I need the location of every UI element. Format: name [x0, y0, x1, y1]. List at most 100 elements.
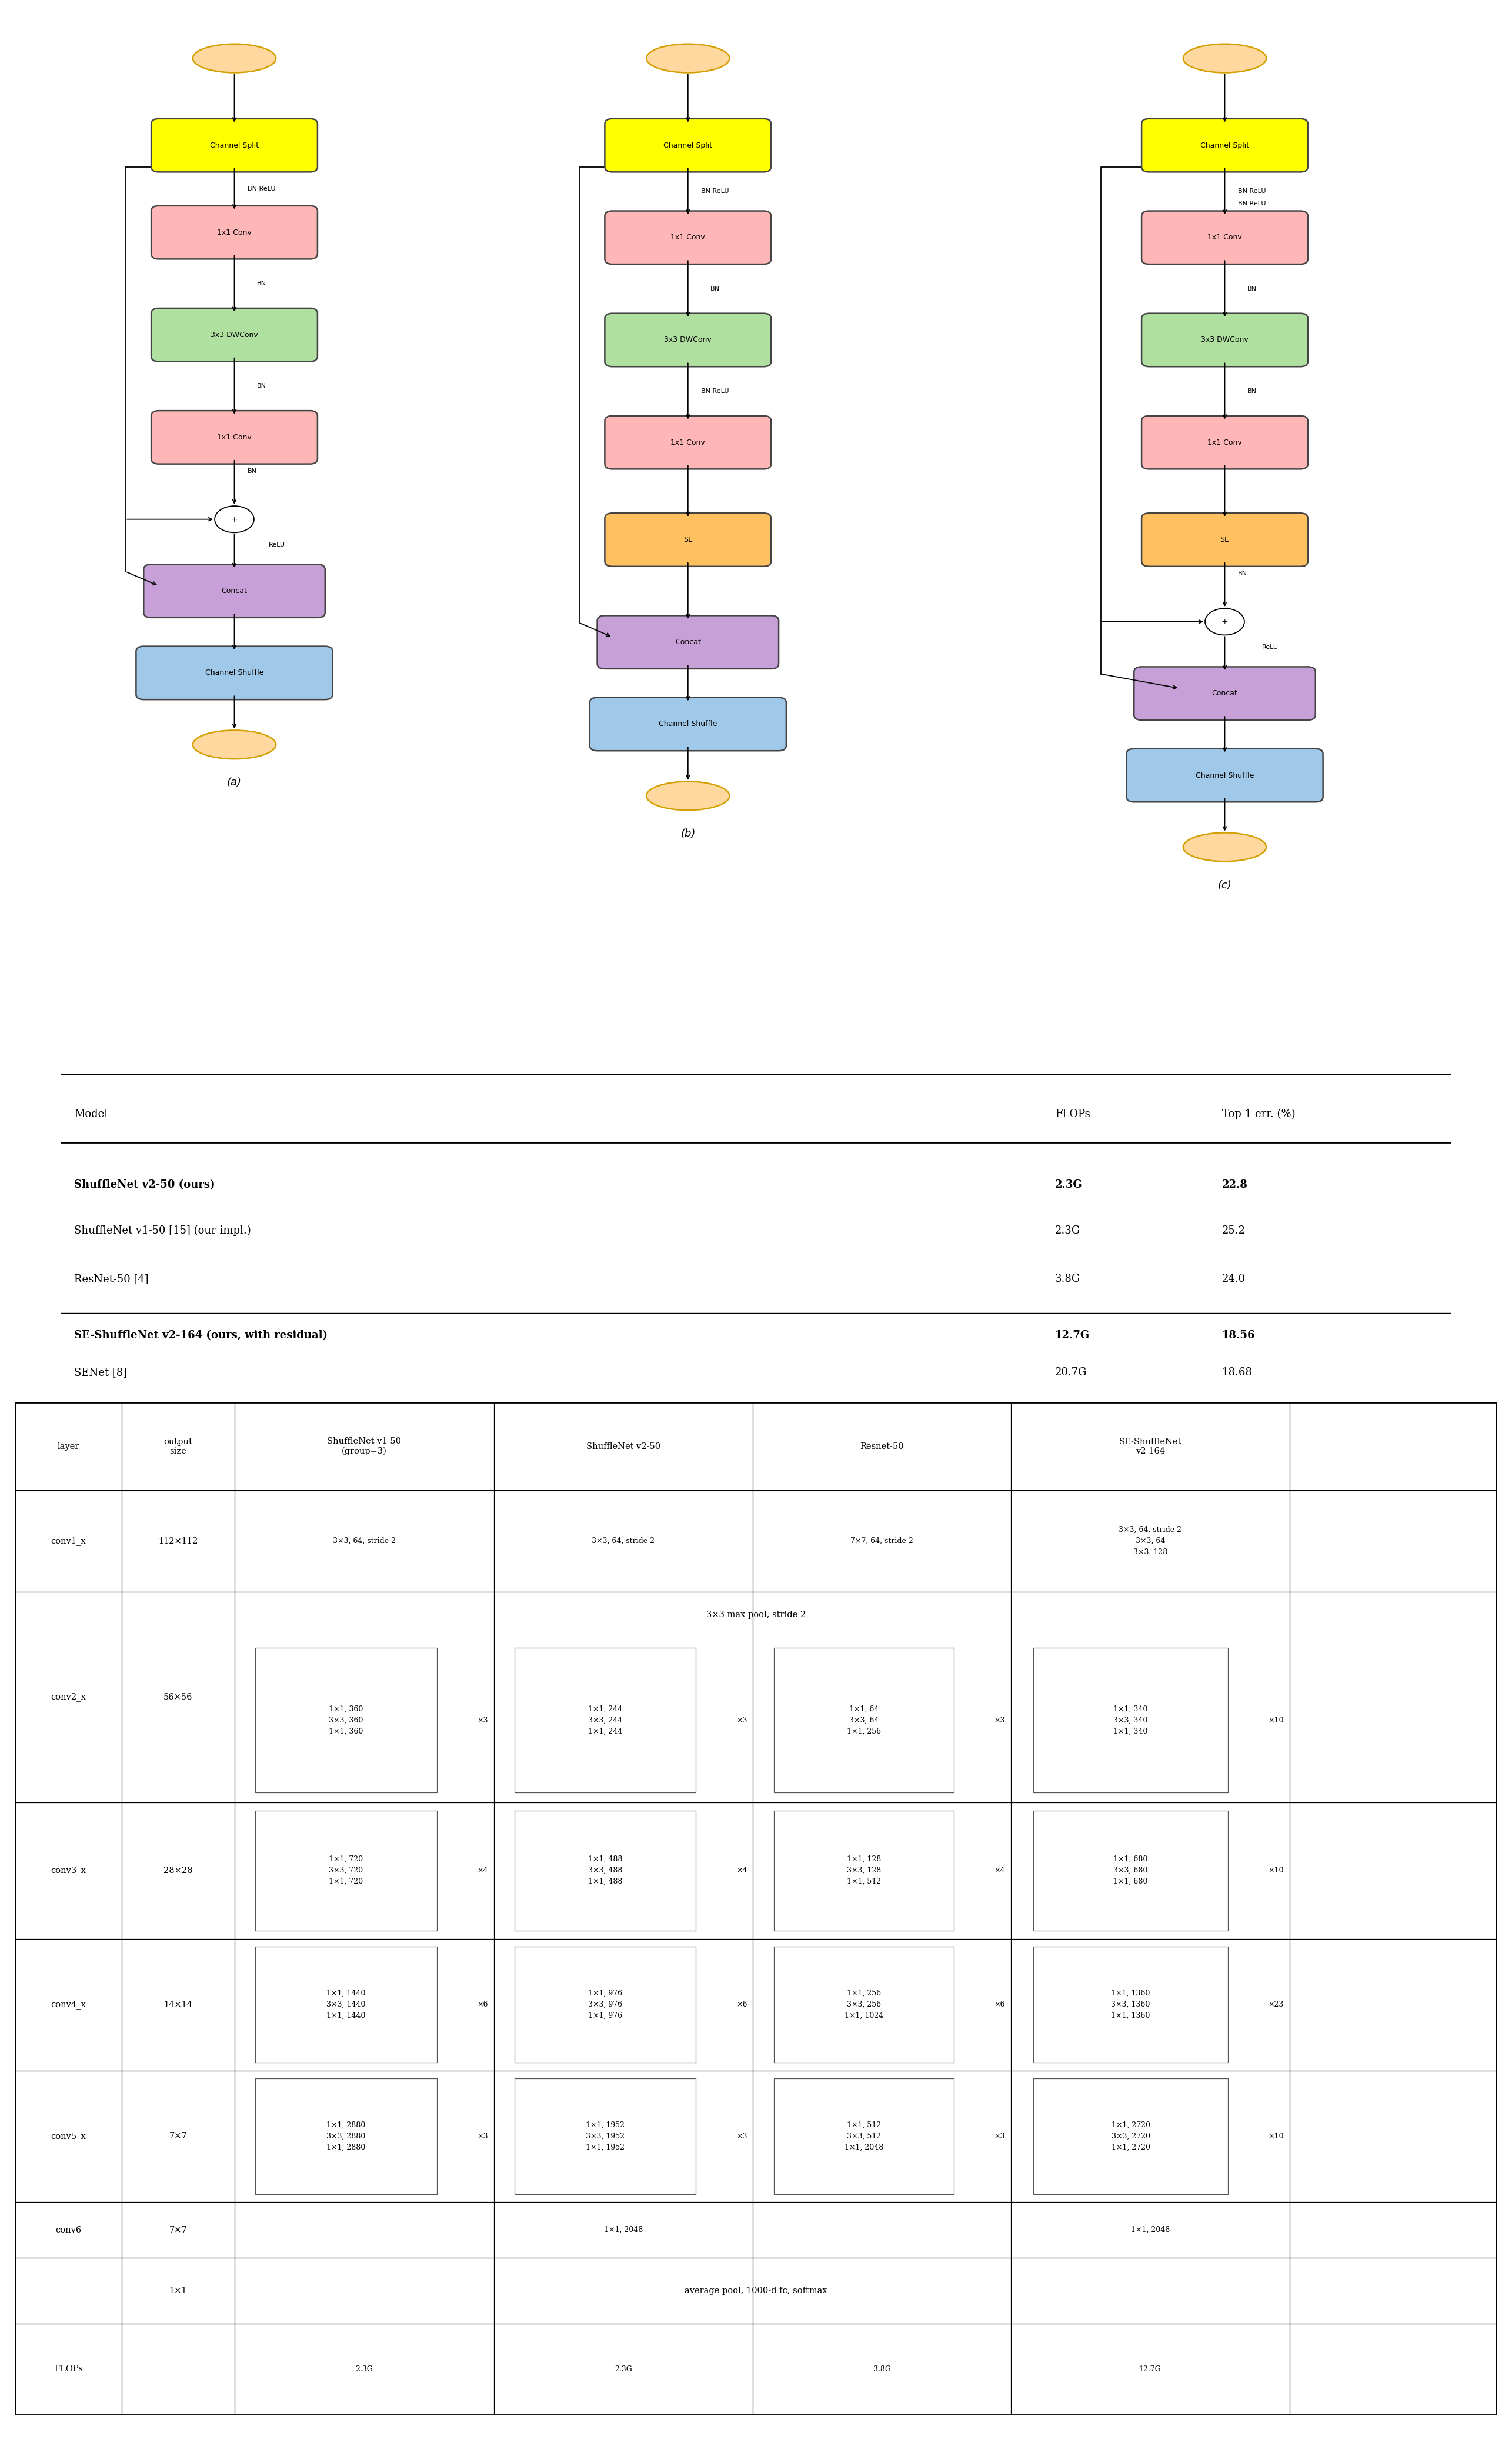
Text: 56×56: 56×56 [163, 1693, 192, 1700]
Text: 1×1: 1×1 [169, 2285, 187, 2295]
Text: 1x1 Conv: 1x1 Conv [218, 229, 251, 237]
Text: ×3: ×3 [993, 1717, 1005, 1724]
Text: Top-1 err. (%): Top-1 err. (%) [1222, 1110, 1296, 1120]
Text: ShuffleNet v2-50 (ours): ShuffleNet v2-50 (ours) [74, 1180, 215, 1190]
FancyBboxPatch shape [597, 615, 779, 668]
Text: 1x1 Conv: 1x1 Conv [218, 434, 251, 441]
Text: +: + [231, 515, 237, 524]
FancyBboxPatch shape [1142, 415, 1308, 468]
Text: 3x3 DWConv: 3x3 DWConv [210, 332, 259, 339]
Text: SE: SE [683, 537, 692, 544]
Text: FLOPs: FLOPs [54, 2366, 83, 2373]
Text: ×6: ×6 [736, 2000, 747, 2007]
FancyBboxPatch shape [1134, 666, 1315, 720]
Text: 7×7, 64, stride 2: 7×7, 64, stride 2 [851, 1537, 913, 1544]
Text: Channel Split: Channel Split [1201, 141, 1249, 149]
FancyBboxPatch shape [1142, 512, 1308, 566]
Text: ResNet-50 [4]: ResNet-50 [4] [74, 1273, 148, 1283]
Text: conv1_x: conv1_x [51, 1537, 86, 1546]
Text: Concat: Concat [674, 639, 702, 646]
Text: BN: BN [257, 383, 266, 390]
Text: Resnet-50: Resnet-50 [860, 1441, 904, 1451]
Text: Model: Model [74, 1110, 107, 1120]
Text: 7×7: 7×7 [169, 2132, 187, 2141]
Text: SE: SE [1220, 537, 1229, 544]
Text: 1×1, 256
3×3, 256
1×1, 1024: 1×1, 256 3×3, 256 1×1, 1024 [844, 1990, 883, 2019]
Text: -: - [363, 2227, 366, 2234]
Text: 20.7G: 20.7G [1055, 1368, 1087, 1378]
Text: 1×1, 2048: 1×1, 2048 [1131, 2227, 1170, 2234]
Text: Channel Split: Channel Split [210, 141, 259, 149]
Text: conv6: conv6 [56, 2227, 82, 2234]
Text: 3x3 DWConv: 3x3 DWConv [1201, 337, 1249, 344]
Circle shape [1205, 607, 1244, 634]
Text: BN ReLU: BN ReLU [1238, 200, 1266, 207]
Text: ReLU: ReLU [269, 541, 284, 549]
Text: ×4: ×4 [736, 1866, 747, 1876]
Text: 1×1, 2880
3×3, 2880
1×1, 2880: 1×1, 2880 3×3, 2880 1×1, 2880 [327, 2122, 366, 2151]
Text: ReLU: ReLU [1263, 644, 1278, 651]
Text: conv2_x: conv2_x [51, 1693, 86, 1702]
Text: 1×1, 720
3×3, 720
1×1, 720: 1×1, 720 3×3, 720 1×1, 720 [328, 1856, 363, 1885]
Text: 7×7: 7×7 [169, 2227, 187, 2234]
Text: 3x3 DWConv: 3x3 DWConv [664, 337, 712, 344]
Text: 2.3G: 2.3G [615, 2366, 632, 2373]
Text: 2.3G: 2.3G [355, 2366, 373, 2373]
Text: 3×3, 64, stride 2
3×3, 64
3×3, 128: 3×3, 64, stride 2 3×3, 64 3×3, 128 [1119, 1527, 1181, 1556]
Text: BN ReLU: BN ReLU [248, 185, 275, 193]
Text: SE-ShuffleNet v2-164 (ours, with residual): SE-ShuffleNet v2-164 (ours, with residua… [74, 1329, 328, 1341]
Text: layer: layer [57, 1441, 80, 1451]
Text: Channel Split: Channel Split [664, 141, 712, 149]
Text: 1×1, 1360
3×3, 1360
1×1, 1360: 1×1, 1360 3×3, 1360 1×1, 1360 [1111, 1990, 1151, 2019]
Text: 3×3, 64, stride 2: 3×3, 64, stride 2 [333, 1537, 396, 1544]
Text: 3.8G: 3.8G [872, 2366, 891, 2373]
FancyBboxPatch shape [1142, 210, 1308, 263]
FancyBboxPatch shape [144, 563, 325, 617]
Text: BN ReLU: BN ReLU [702, 188, 729, 195]
Text: 14×14: 14×14 [163, 2000, 192, 2010]
Text: 12.7G: 12.7G [1055, 1329, 1090, 1341]
Text: ×3: ×3 [993, 2132, 1005, 2139]
Text: ShuffleNet v1-50 [15] (our impl.): ShuffleNet v1-50 [15] (our impl.) [74, 1224, 251, 1237]
Text: BN ReLU: BN ReLU [1238, 188, 1266, 195]
Text: SENet [8]: SENet [8] [74, 1368, 127, 1378]
FancyBboxPatch shape [151, 410, 318, 463]
FancyBboxPatch shape [605, 210, 771, 263]
Text: 1x1 Conv: 1x1 Conv [1208, 234, 1241, 241]
Text: ×3: ×3 [476, 1717, 488, 1724]
Text: BN: BN [248, 468, 257, 473]
FancyBboxPatch shape [1142, 312, 1308, 366]
Text: ×10: ×10 [1269, 1866, 1284, 1876]
FancyBboxPatch shape [1142, 120, 1308, 173]
FancyBboxPatch shape [605, 415, 771, 468]
Text: BN: BN [1238, 571, 1247, 576]
Text: ×23: ×23 [1269, 2000, 1284, 2007]
Text: 112×112: 112×112 [159, 1537, 198, 1546]
FancyBboxPatch shape [1126, 749, 1323, 802]
Text: output
size: output size [163, 1437, 192, 1456]
Text: 1×1, 2048: 1×1, 2048 [603, 2227, 643, 2234]
FancyBboxPatch shape [151, 205, 318, 259]
Text: 2.3G: 2.3G [1055, 1180, 1083, 1190]
Text: 3×3, 64, stride 2: 3×3, 64, stride 2 [591, 1537, 655, 1544]
Text: 1×1, 976
3×3, 976
1×1, 976: 1×1, 976 3×3, 976 1×1, 976 [588, 1990, 623, 2019]
Text: 1×1, 1440
3×3, 1440
1×1, 1440: 1×1, 1440 3×3, 1440 1×1, 1440 [327, 1990, 366, 2019]
Text: ×3: ×3 [476, 2132, 488, 2139]
FancyBboxPatch shape [136, 646, 333, 700]
Text: FLOPs: FLOPs [1055, 1110, 1090, 1120]
Ellipse shape [1182, 832, 1267, 861]
FancyBboxPatch shape [590, 698, 786, 751]
Text: 1×1, 488
3×3, 488
1×1, 488: 1×1, 488 3×3, 488 1×1, 488 [588, 1856, 623, 1885]
Text: 1×1, 1952
3×3, 1952
1×1, 1952: 1×1, 1952 3×3, 1952 1×1, 1952 [585, 2122, 624, 2151]
Text: 1x1 Conv: 1x1 Conv [671, 234, 705, 241]
Text: Channel Shuffle: Channel Shuffle [659, 720, 717, 727]
Ellipse shape [194, 729, 277, 759]
Text: 1×1, 340
3×3, 340
1×1, 340: 1×1, 340 3×3, 340 1×1, 340 [1113, 1705, 1148, 1734]
Text: BN: BN [1247, 388, 1256, 395]
Text: ×10: ×10 [1269, 1717, 1284, 1724]
Text: Concat: Concat [221, 588, 248, 595]
FancyBboxPatch shape [151, 120, 318, 173]
Text: ×3: ×3 [736, 1717, 747, 1724]
Text: 1×1, 360
3×3, 360
1×1, 360: 1×1, 360 3×3, 360 1×1, 360 [328, 1705, 363, 1734]
Text: ×4: ×4 [993, 1866, 1005, 1876]
